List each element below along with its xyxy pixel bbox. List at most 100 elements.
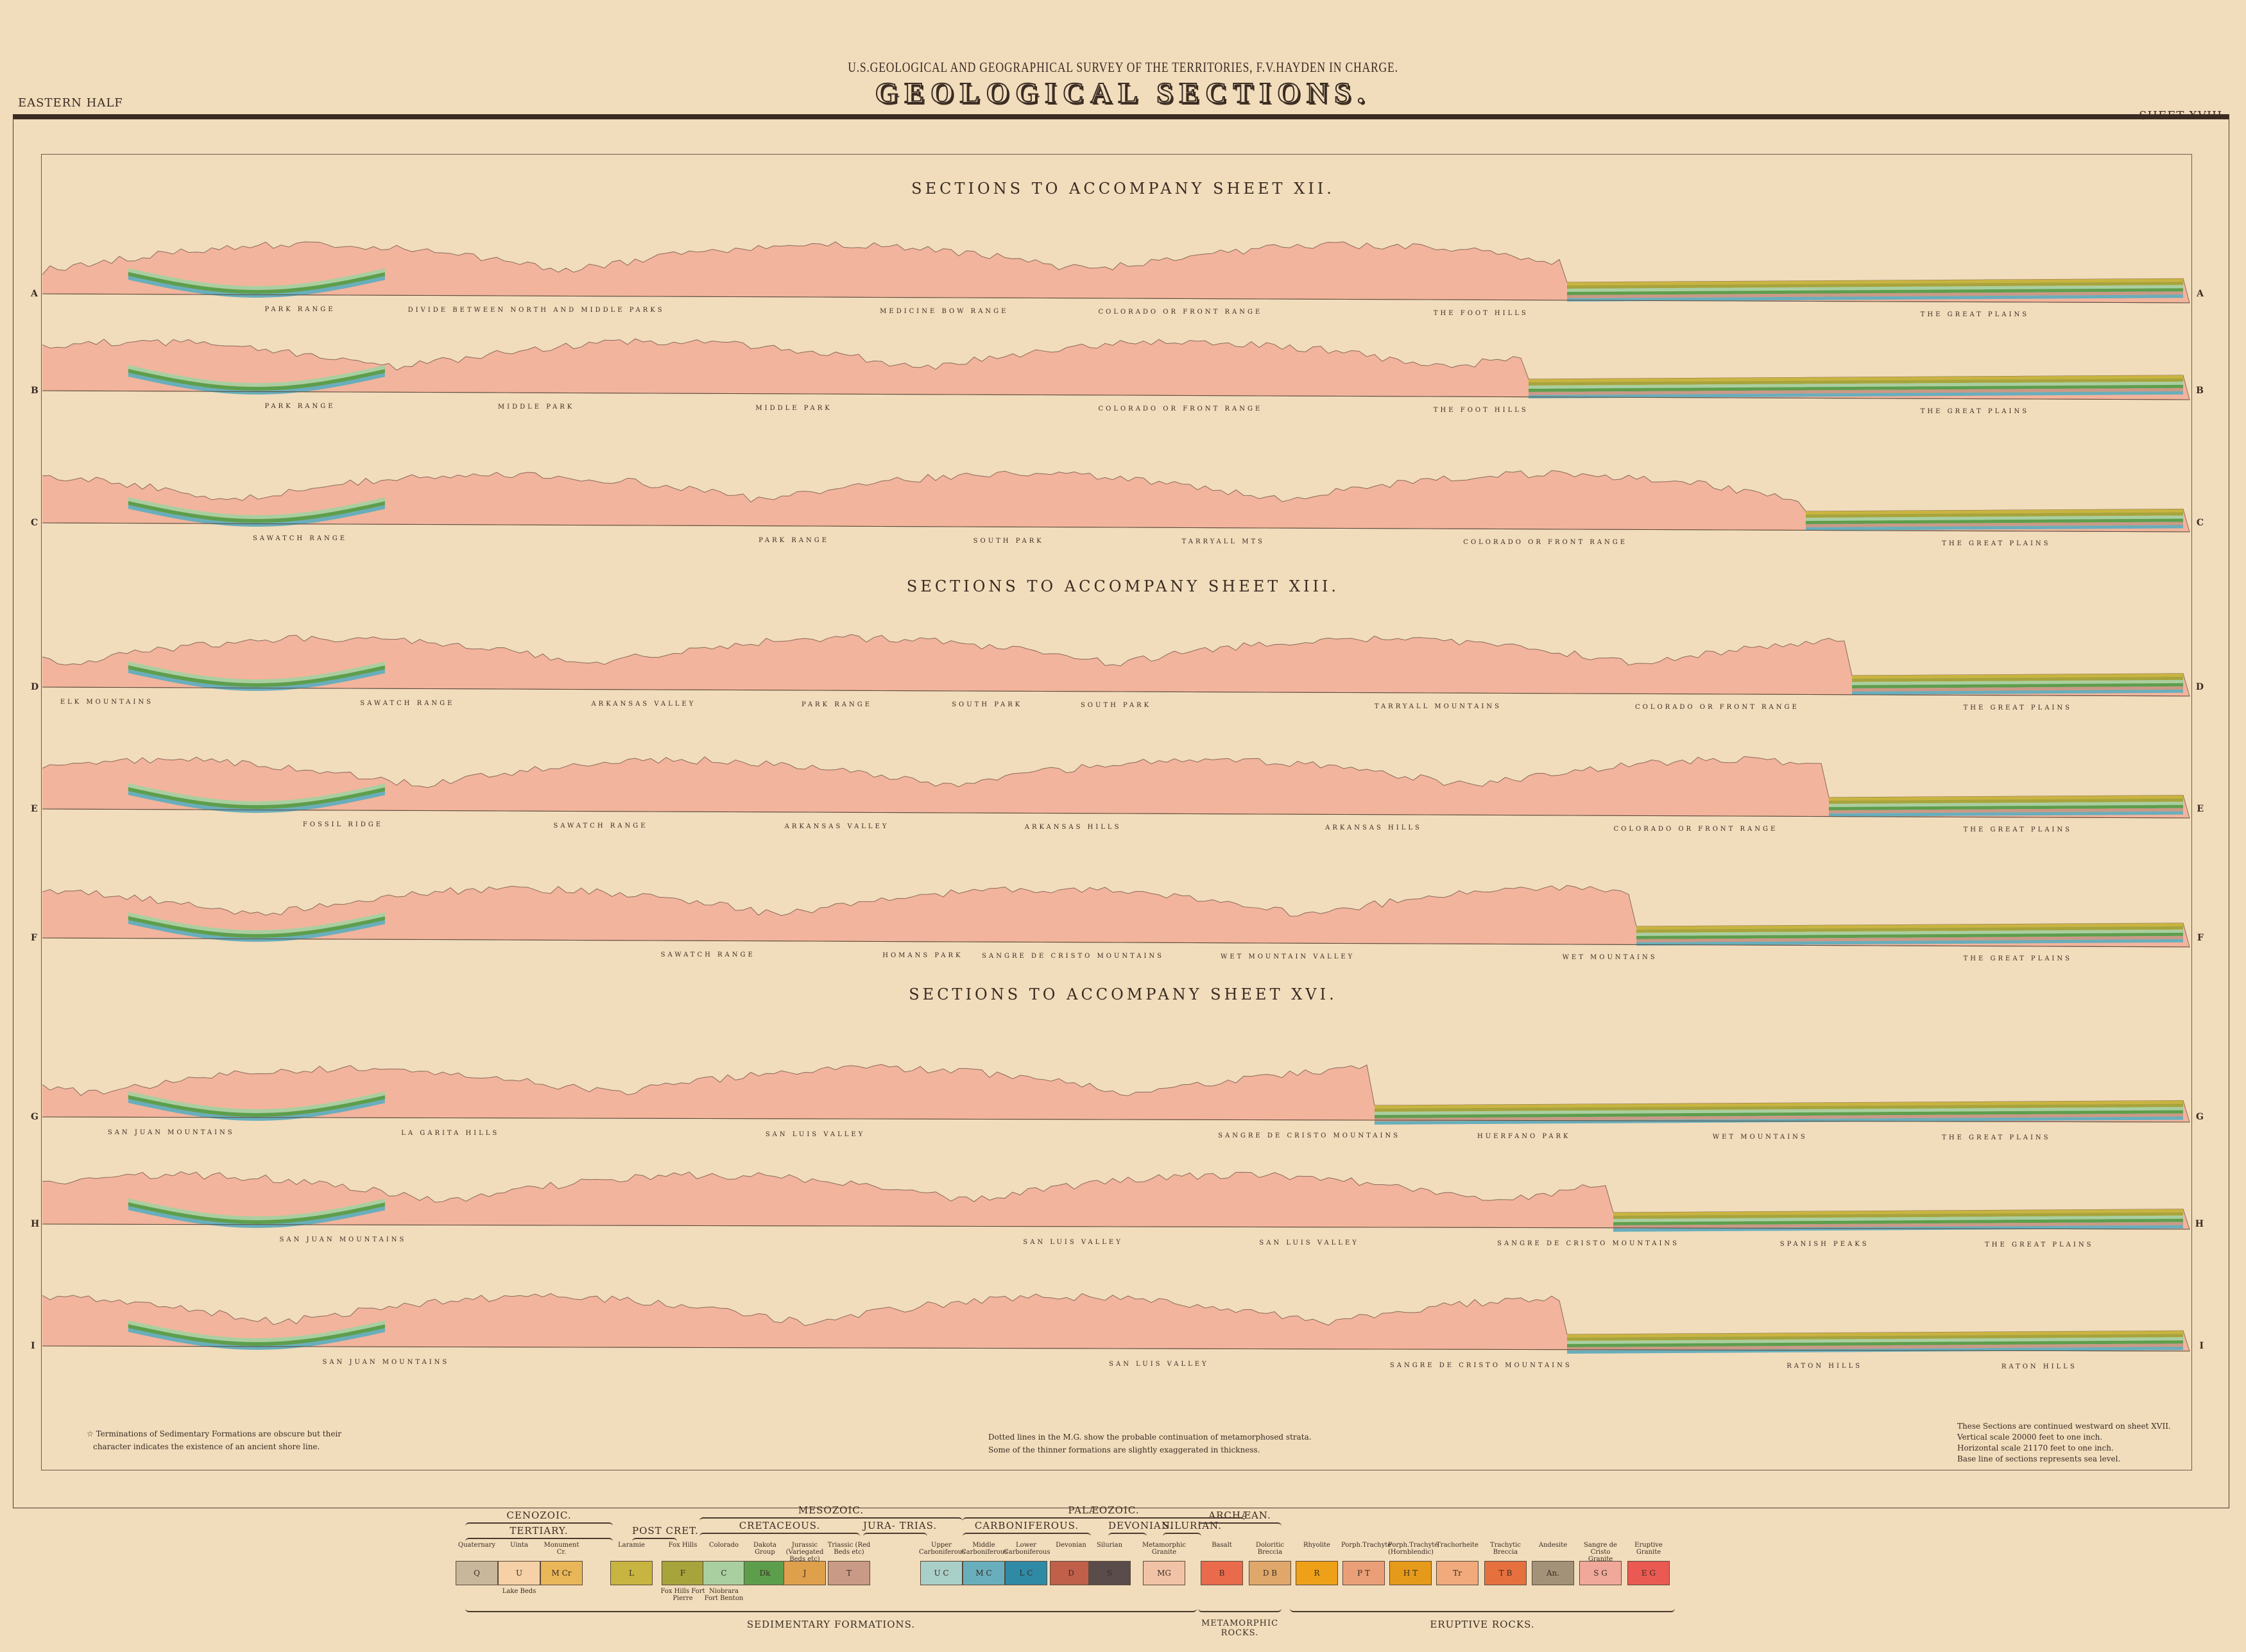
range-label: WET MOUNTAIN VALLEY (1221, 953, 1355, 960)
legend-swatch: J (784, 1561, 826, 1585)
stratum-layer (128, 1320, 385, 1342)
note-line: character indicates the existence of an … (93, 1442, 320, 1451)
stratum-layer (1567, 291, 2183, 298)
legend-swatch: An. (1532, 1561, 1574, 1585)
stratum-layer (1852, 683, 2183, 688)
legend-item: Quaternary Q (454, 1542, 499, 1588)
legend-swatch: E G (1627, 1561, 1670, 1585)
stratum-layer (1567, 1340, 2183, 1347)
range-label: THE GREAT PLAINS (1963, 826, 2072, 834)
section-letter-left: B (31, 386, 39, 396)
section-i-profile (42, 1293, 2190, 1354)
legend-item: Metamorphic Granite MG (1142, 1542, 1187, 1588)
sea-level-baseline (42, 686, 2190, 697)
section-f-profile (42, 885, 2190, 948)
stratum-layer (1613, 1218, 2183, 1225)
section-b-profile (42, 338, 2190, 400)
group-title-sheet-xvi: SECTIONS TO ACCOMPANY SHEET XVI. (909, 985, 1337, 1003)
stratum-layer (1636, 929, 2183, 936)
range-label: THE FOOT HILLS (1433, 309, 1529, 317)
legend-swatch: M C (963, 1561, 1005, 1585)
section-letter-right: F (2197, 933, 2204, 943)
note-line: ☆ Terminations of Sedimentary Formations… (87, 1429, 342, 1438)
legend-brace (1290, 1607, 1675, 1612)
legend-swatch: L C (1005, 1561, 1047, 1585)
stratum-layer (1829, 801, 2183, 807)
legend-label: Quaternary (458, 1542, 496, 1549)
stratum-layer (128, 1324, 385, 1346)
sea-level-baseline (42, 1223, 2190, 1230)
range-label: MIDDLE PARK (755, 404, 832, 412)
legend-swatch: H T (1389, 1561, 1432, 1585)
range-label: FOSSIL RIDGE (302, 821, 384, 829)
note-scales: These Sections are continued westward on… (1957, 1421, 2171, 1465)
stratum-layer (1829, 798, 2183, 804)
section-letter-left: D (31, 682, 39, 692)
stratum-layer (128, 373, 385, 395)
legend-swatch: B (1201, 1561, 1243, 1585)
section-letter-right: I (2199, 1341, 2204, 1351)
range-label: SAN LUIS VALLEY (1023, 1238, 1123, 1246)
stratum-layer (128, 787, 385, 809)
stratum-layer (1529, 375, 2183, 382)
stratum-layer (128, 1328, 385, 1350)
sea-level-baseline (42, 522, 2190, 532)
range-label: TARRYALL MOUNTAINS (1374, 703, 1502, 710)
stratum-layer (1613, 1209, 2183, 1216)
legend-item: Uinta U Lake Beds (497, 1542, 542, 1595)
legend-label: Silurian (1096, 1542, 1123, 1549)
stratum-layer (1567, 288, 2183, 295)
legend-era-tertiary: TERTIARY. (510, 1525, 569, 1537)
note-line: Base line of sections represents sea lev… (1957, 1454, 2121, 1463)
section-letter-right: C (2196, 518, 2204, 528)
stratum-layer (1529, 378, 2183, 386)
legend-swatch: D (1050, 1561, 1092, 1585)
legend-brace (1108, 1533, 1147, 1538)
legend-brace (465, 1522, 613, 1528)
range-label: SAN LUIS VALLEY (765, 1130, 866, 1138)
legend-swatch: MG (1143, 1561, 1185, 1585)
stratum-layer (1375, 1107, 2183, 1115)
range-label: SAWATCH RANGE (252, 535, 348, 543)
legend-label: Metamorphic Granite (1142, 1542, 1187, 1556)
legend-item: Lower Carboniferous L C (1004, 1542, 1050, 1588)
range-label: PARK RANGE (759, 536, 830, 544)
range-label: THE FOOT HILLS (1433, 406, 1529, 414)
legend-label: Triassic (Red Beds etc) (827, 1542, 871, 1556)
legend-item: Colorado C Niobrara Fort Benton (701, 1542, 746, 1602)
legend-label: Porph.Trachyte (1341, 1542, 1392, 1549)
legend-brace (465, 1607, 1197, 1612)
stratum-layer (1375, 1103, 2183, 1112)
stratum-layer (1829, 811, 2183, 817)
stratum-layer (1529, 384, 2183, 392)
stratum-layer (1375, 1110, 2183, 1118)
range-label: DIVIDE BETWEEN NORTH AND MIDDLE PARKS (407, 307, 665, 314)
range-label: MIDDLE PARK (497, 404, 575, 411)
stratum-layer (1567, 1337, 2183, 1344)
range-label: ELK MOUNTAINS (60, 699, 153, 706)
legend-swatch: U C (920, 1561, 963, 1585)
range-label: SAWATCH RANGE (553, 822, 648, 830)
range-label: SANGRE DE CRISTO MOUNTAINS (1389, 1361, 1572, 1369)
legend-item: Fox Hills F Fox Hills Fort Pierre (660, 1542, 705, 1602)
legend-swatch: R (1296, 1561, 1338, 1585)
section-letter-left: A (31, 289, 38, 299)
legend-label: Jurassic (Variegated Beds etc) (785, 1542, 824, 1563)
range-label: TARRYALL MTS (1181, 538, 1265, 545)
stratum-layer (1636, 939, 2183, 946)
legend-era-post_cret: POST CRET. (632, 1525, 699, 1537)
legend-era-silurian: SILURIAN. (1163, 1520, 1222, 1531)
legend-brace (465, 1538, 613, 1543)
legend-swatch: L (610, 1561, 653, 1585)
legend-sublabel: Niobrara Fort Benton (704, 1588, 744, 1602)
legend-label: Laramie (618, 1542, 645, 1549)
granite-profile (42, 634, 2190, 697)
section-letter-left: I (31, 1341, 35, 1351)
legend-item: Laramie L (609, 1542, 654, 1588)
section-letter-left: C (31, 518, 39, 528)
legend-sublabel: Lake Beds (502, 1588, 536, 1595)
range-label: SANGRE DE CRISTO MOUNTAINS (982, 952, 1165, 960)
range-label: THE GREAT PLAINS (1942, 540, 2051, 548)
stratum-layer (1806, 509, 2183, 515)
legend-swatch: T (828, 1561, 870, 1585)
